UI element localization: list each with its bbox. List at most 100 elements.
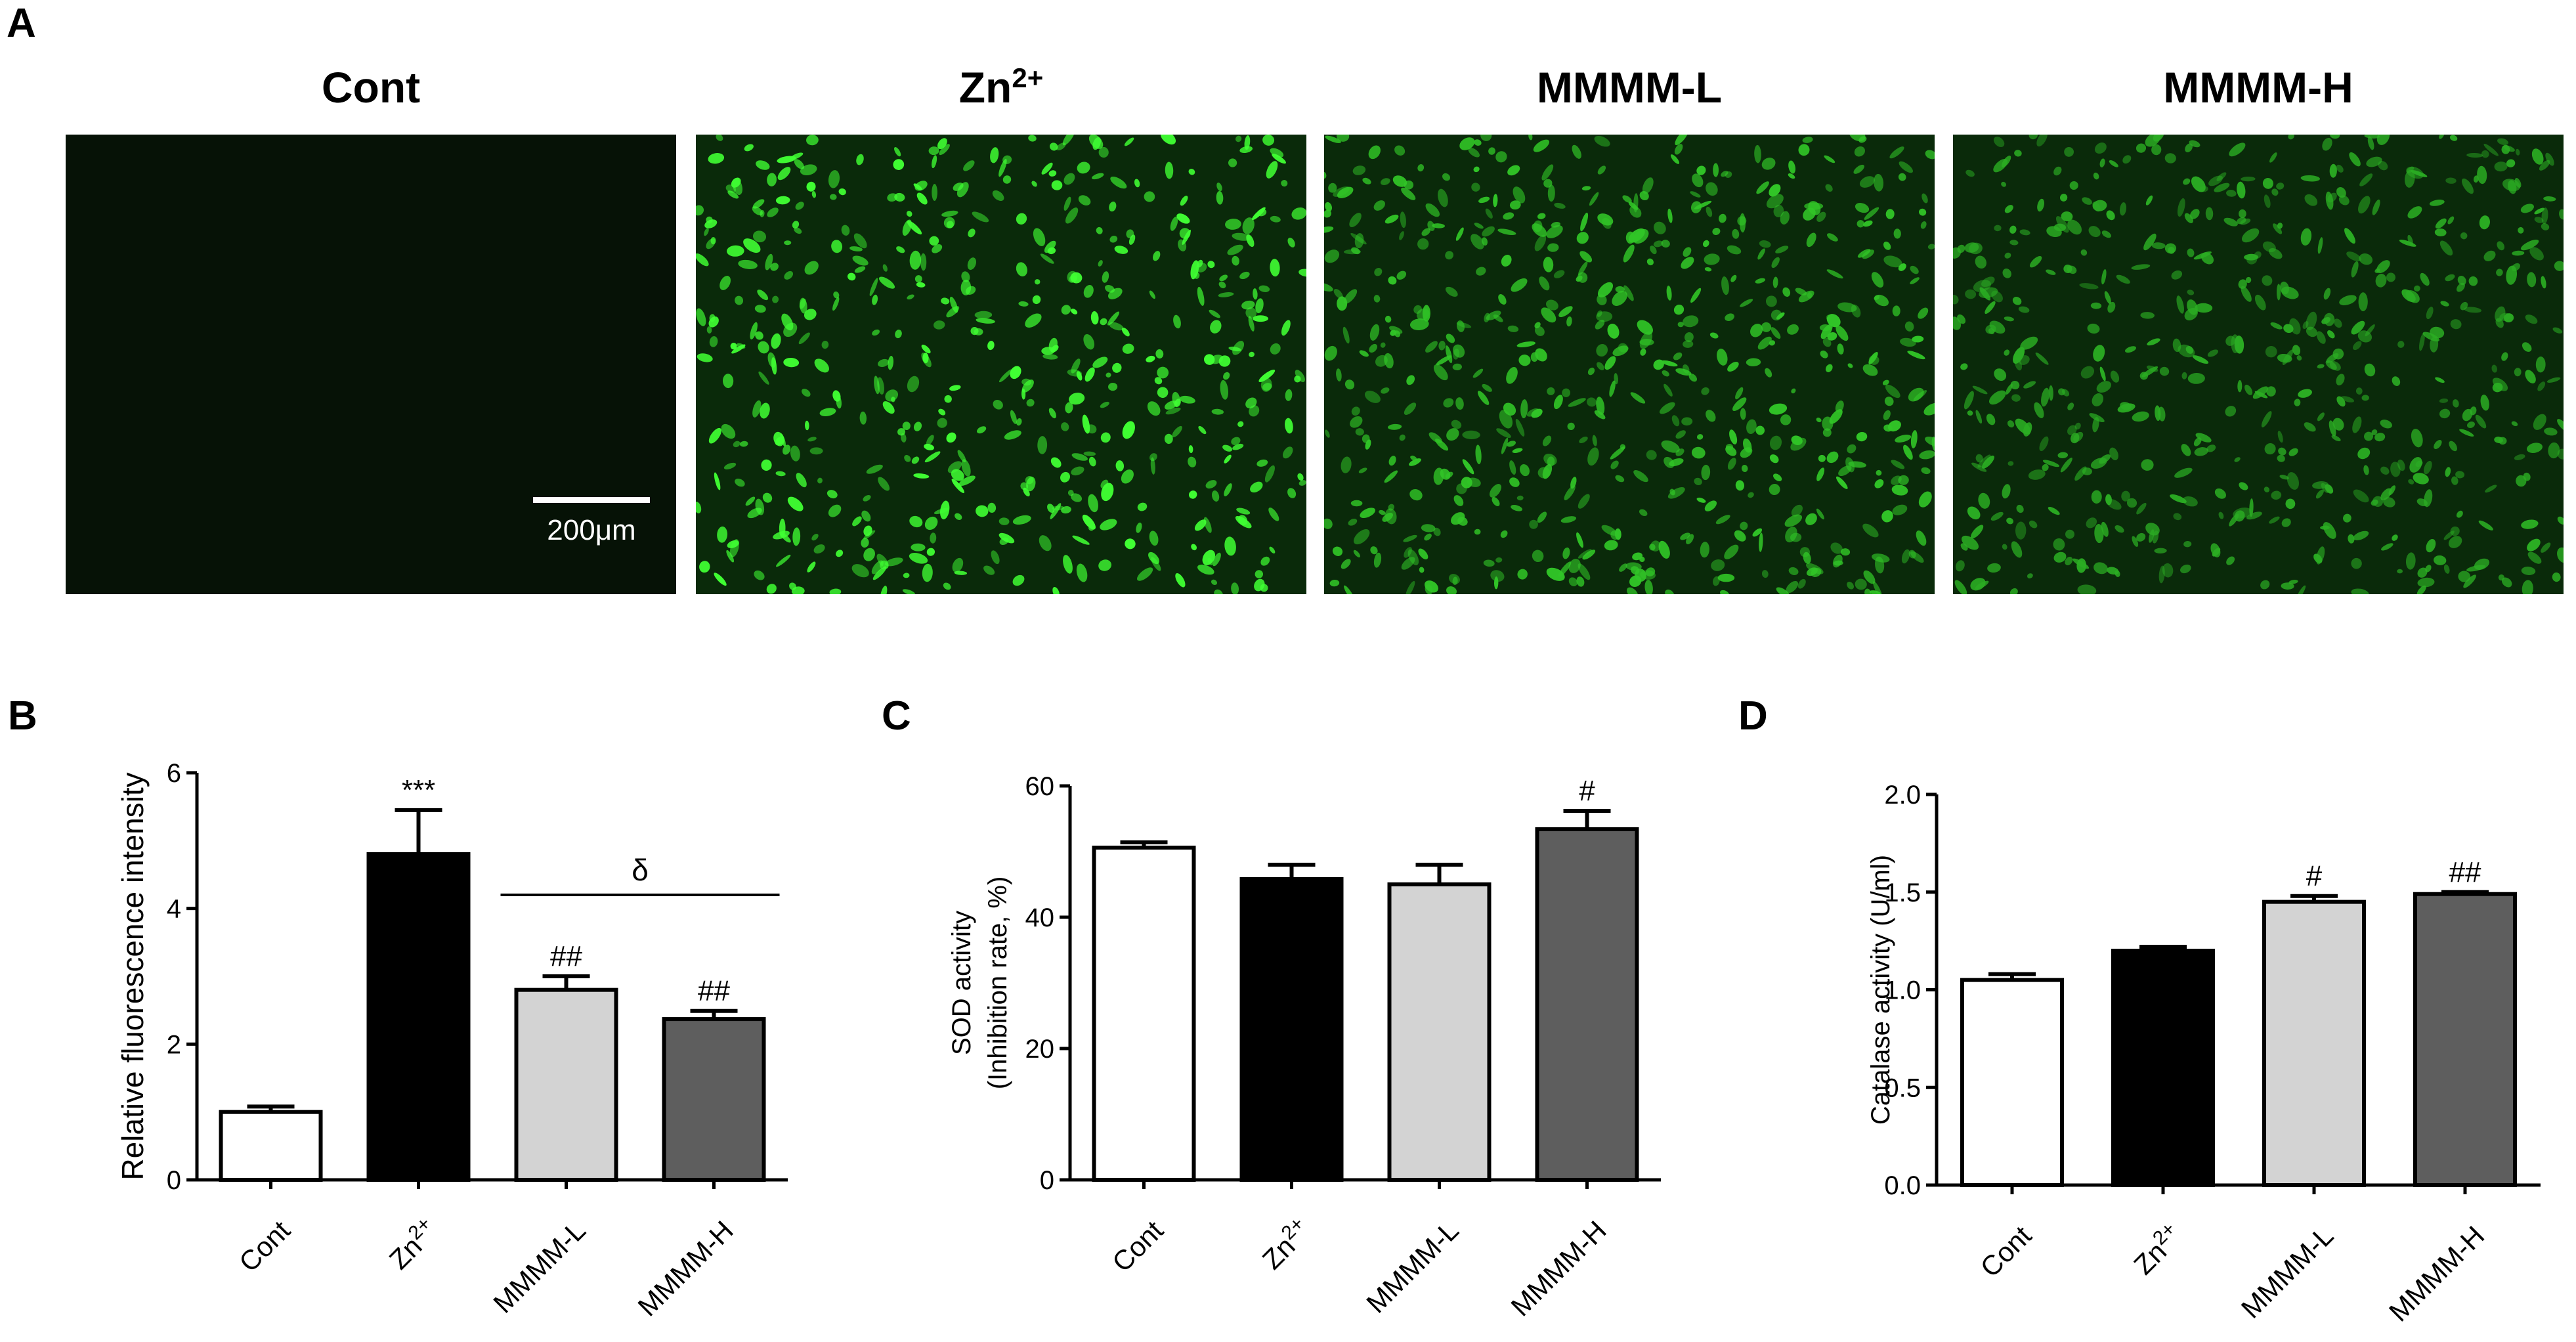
cell <box>752 199 765 209</box>
cell <box>1470 234 1484 249</box>
cell <box>2460 232 2468 240</box>
cell <box>2245 276 2252 284</box>
cell <box>1417 164 1425 172</box>
cell <box>1032 295 1041 305</box>
cell <box>2101 269 2107 285</box>
cell <box>1110 176 1127 189</box>
cell <box>1069 393 1085 405</box>
cell <box>2300 175 2320 182</box>
cell <box>1452 363 1462 371</box>
cell <box>1661 440 1680 453</box>
cell <box>2029 135 2038 140</box>
cell <box>1509 200 1521 210</box>
cell <box>1826 314 1841 328</box>
cell <box>1889 146 1904 159</box>
cell <box>1418 548 1428 560</box>
cell <box>1700 542 1709 558</box>
cell <box>968 228 976 238</box>
cell <box>1727 458 1736 470</box>
cell <box>1266 161 1278 179</box>
cell <box>2151 144 2162 156</box>
cell <box>1244 135 1251 150</box>
cell <box>809 447 823 455</box>
cell <box>1644 580 1653 594</box>
cell <box>1725 171 1732 178</box>
cell <box>1455 227 1464 241</box>
cell <box>1919 208 1927 216</box>
cell <box>1632 552 1643 561</box>
cell <box>1688 373 1698 382</box>
cell <box>1589 192 1599 206</box>
cell <box>2281 582 2294 590</box>
cell <box>849 246 863 251</box>
cell <box>1255 298 1264 314</box>
cell <box>2119 202 2127 216</box>
cell <box>791 586 805 594</box>
cell <box>2015 521 2027 540</box>
cell <box>1236 508 1251 515</box>
cell <box>1827 233 1838 242</box>
cell <box>1683 340 1694 348</box>
cell <box>1109 202 1117 212</box>
cell <box>1579 251 1593 263</box>
cell <box>1725 446 1737 456</box>
cell <box>1516 341 1536 347</box>
cell <box>1694 477 1702 486</box>
cell <box>1224 454 1232 464</box>
cell <box>2520 239 2539 251</box>
cell <box>2180 564 2191 574</box>
cell <box>2457 276 2466 286</box>
cell <box>1673 352 1683 360</box>
cell <box>2181 444 2191 456</box>
cell <box>2397 459 2405 471</box>
cell <box>946 221 954 228</box>
cell <box>2383 497 2395 508</box>
cell <box>891 397 895 402</box>
cell <box>1369 343 1378 353</box>
cell <box>998 369 1013 383</box>
cell <box>792 221 800 229</box>
cell <box>1198 425 1207 435</box>
cell <box>1675 430 1686 439</box>
cell <box>1761 158 1776 170</box>
cell <box>745 496 756 506</box>
cell <box>1324 282 1333 292</box>
cell <box>1088 525 1094 531</box>
cell <box>1784 514 1803 527</box>
cell <box>903 573 910 578</box>
cell <box>1172 425 1182 438</box>
cell <box>2448 536 2462 548</box>
cell <box>1282 446 1293 459</box>
cell <box>1501 437 1509 454</box>
cell <box>1485 208 1493 219</box>
cell <box>2480 395 2489 411</box>
cell <box>1862 249 1874 259</box>
cell <box>1060 471 1070 483</box>
cell <box>1500 530 1508 538</box>
cell <box>999 537 1009 545</box>
cell <box>775 196 790 205</box>
cell <box>1568 559 1581 573</box>
cell <box>2460 301 2468 311</box>
cell <box>1433 527 1441 536</box>
cell <box>1503 212 1514 220</box>
cell <box>804 309 817 320</box>
y-tick-label: 0 <box>167 1166 181 1195</box>
cell <box>1780 211 1790 225</box>
cell <box>1512 448 1523 454</box>
cell <box>1511 505 1523 511</box>
cell <box>2016 504 2024 513</box>
cell <box>2344 228 2355 244</box>
cell <box>2067 402 2074 410</box>
cell <box>2146 365 2158 372</box>
cell <box>2238 279 2247 290</box>
cell <box>1578 261 1588 276</box>
cell <box>1076 563 1088 582</box>
cell <box>1451 512 1465 525</box>
cell <box>799 297 807 314</box>
cell <box>758 341 769 354</box>
cell <box>901 433 907 443</box>
cell <box>2007 420 2015 428</box>
cell <box>1829 409 1843 424</box>
cell <box>2523 472 2531 481</box>
